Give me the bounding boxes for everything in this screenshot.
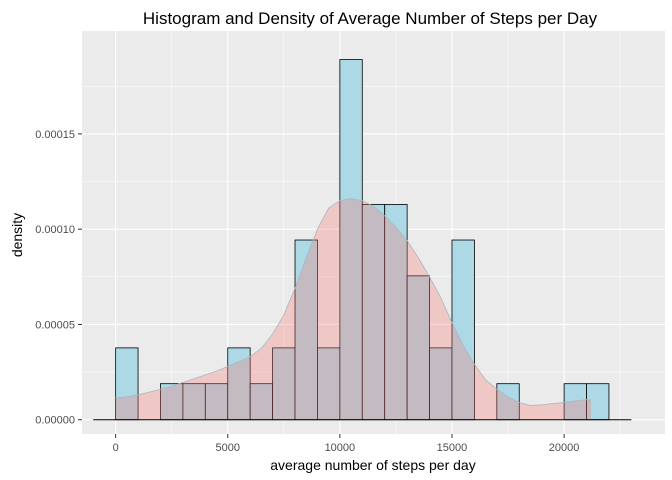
y-tick-label: 0.00005 xyxy=(35,319,75,331)
histogram-bars xyxy=(115,59,610,421)
y-tick-label: 0.00010 xyxy=(35,224,75,236)
y-tick-label: 0.00015 xyxy=(35,129,75,141)
y-axis-title: density xyxy=(9,213,25,257)
density-area xyxy=(115,198,591,420)
x-tick-label: 20000 xyxy=(549,442,580,454)
density-line xyxy=(115,198,592,406)
x-axis-ticks: 0 5000 10000 15000 20000 xyxy=(113,434,580,454)
x-tick-label: 0 xyxy=(113,442,119,454)
y-tick-label: 0.00000 xyxy=(35,415,75,427)
y-axis-ticks: 0.00000 0.00005 0.00010 0.00015 xyxy=(35,129,82,427)
x-tick-label: 5000 xyxy=(216,442,240,454)
chart-title: Histogram and Density of Average Number … xyxy=(143,9,598,28)
x-tick-label: 10000 xyxy=(325,442,356,454)
x-tick-label: 15000 xyxy=(437,442,468,454)
x-axis-title: average number of steps per day xyxy=(270,457,475,473)
